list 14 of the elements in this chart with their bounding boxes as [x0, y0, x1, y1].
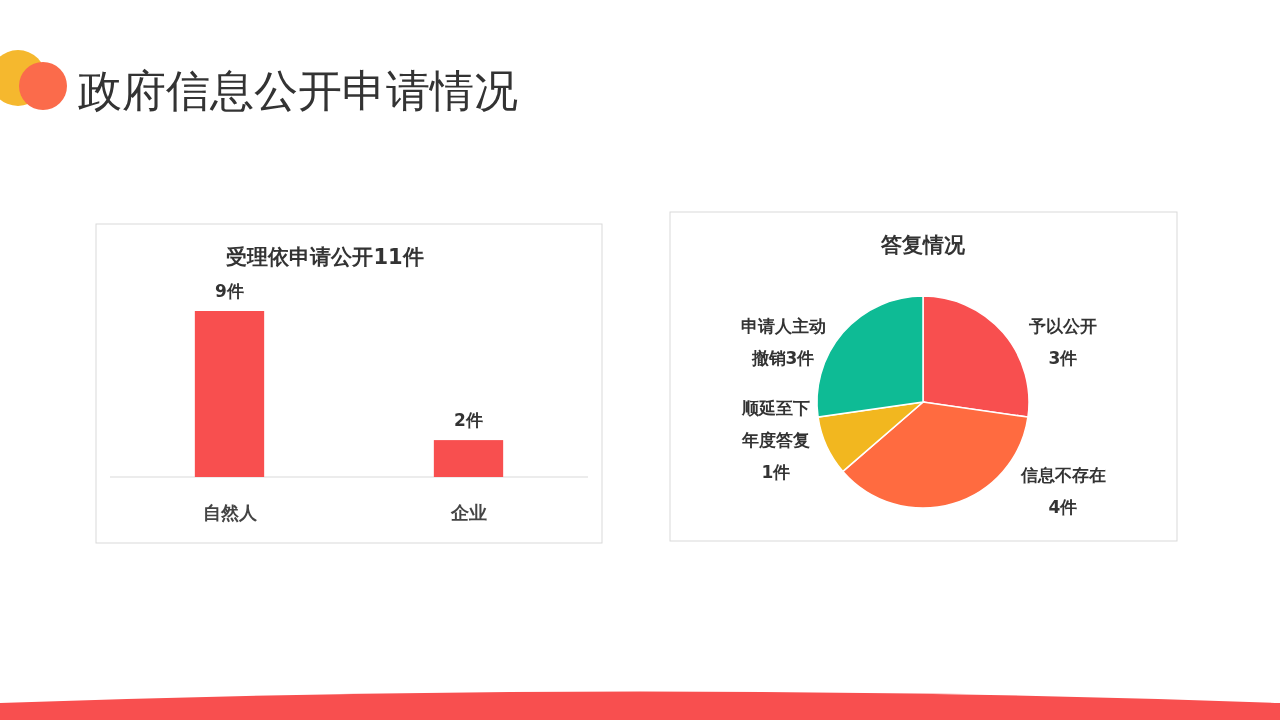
text: 政府信息公开申请情况 [78, 65, 518, 116]
data-label: 4件 [1048, 496, 1078, 517]
slice-label: 予以公开 [1028, 315, 1097, 336]
slice-label: 信息不存在 [1019, 464, 1106, 485]
slice-label: 顺延至下年度答复 [740, 398, 810, 451]
data-label: 1件 [761, 462, 791, 483]
data-label: 2件 [454, 410, 483, 431]
data-label: 3件 [1048, 347, 1078, 368]
x-tick-label: 自然人 [202, 502, 258, 523]
slice-label: 申请人主动撤销3件 [740, 315, 826, 368]
chart-title: 受理依申请公开11件 [226, 245, 424, 269]
x-tick-label: 企业 [449, 502, 487, 523]
chart-title: 答复情况 [880, 233, 966, 257]
data-label: 9件 [215, 281, 244, 301]
